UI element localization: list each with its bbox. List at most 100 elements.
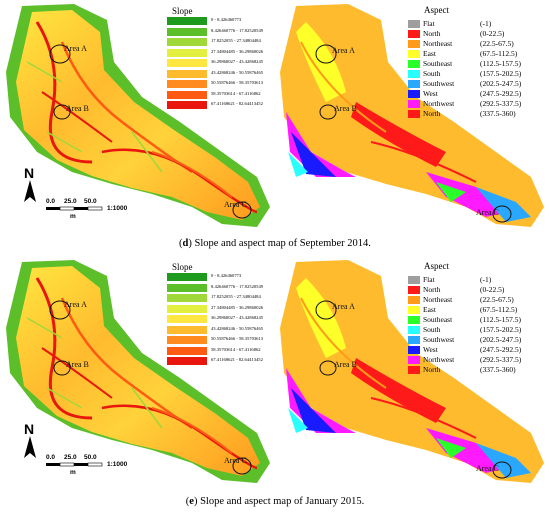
scale-ratio: 1:1000 — [107, 461, 128, 468]
slope-legend-swatch — [167, 294, 207, 302]
slope-legend-swatch — [167, 17, 207, 25]
scale-unit: m — [70, 469, 76, 476]
slope-legend: 0 - 8.426460773 8.426460776 - 17.82520549… — [122, 17, 276, 127]
slope-legend-label: 0 - 8.426460773 — [211, 273, 242, 278]
slope-legend-label: 36.29860027 - 43.42868245 — [211, 59, 264, 64]
scale-tick-2: 50.0 — [84, 454, 97, 461]
aspect-legend-name: West — [423, 345, 438, 354]
slope-map-panel-e: Area A Area B Area C N 0.0 25.0 50.0 m 1… — [2, 258, 276, 490]
scale-tick-0: 0.0 — [46, 198, 56, 205]
aspect-legend: Flat (-1) North (0-22.5) Northeast (22.5-67.5… — [408, 276, 550, 386]
slope-legend-swatch — [167, 101, 207, 109]
slope-legend-swatch — [167, 27, 207, 36]
slope-legend-swatch — [167, 336, 207, 344]
scale-unit: m — [70, 213, 76, 220]
scale-tick-0: 0.0 — [46, 454, 56, 461]
aspect-legend-range: (157.5-202.5) — [480, 325, 522, 334]
aspect-legend-swatch — [408, 110, 420, 118]
slope-legend-title: Slope — [172, 6, 193, 16]
area-c-label: Area C — [476, 464, 499, 473]
aspect-legend-swatch — [408, 60, 420, 68]
aspect-legend-range: (337.5-360) — [480, 109, 516, 118]
aspect-legend-range: (-1) — [480, 19, 492, 28]
slope-legend-label: 8.426460776 - 17.82520549 — [211, 27, 264, 33]
slope-legend-swatch — [167, 325, 207, 334]
aspect-legend-swatch — [408, 20, 420, 28]
slope-legend-swatch — [167, 69, 207, 78]
aspect-map-panel-d: Area A Area B Area C Aspect Flat (-1) Nort… — [276, 2, 550, 234]
slope-legend-label: 36.29860027 - 43.42868245 — [211, 315, 264, 320]
aspect-legend-name: North — [423, 109, 441, 118]
slope-legend-swatch — [167, 315, 207, 323]
aspect-legend-name: West — [423, 89, 438, 98]
slope-legend-label: 8.426460776 - 17.82520549 — [211, 283, 264, 289]
aspect-legend-name: North — [423, 365, 441, 374]
slope-legend-swatch — [167, 38, 207, 46]
slope-legend-label: 43.42868246 - 50.55876465 — [211, 325, 264, 331]
aspect-legend-range: (112.5-157.5) — [480, 59, 521, 68]
area-a-label: Area A — [332, 46, 355, 55]
aspect-legend-range: (67.5-112.5) — [480, 49, 518, 58]
aspect-legend-name: Southwest — [423, 79, 455, 88]
aspect-legend-swatch — [408, 336, 420, 344]
slope-legend-swatch — [167, 273, 207, 281]
aspect-legend-range: (-1) — [480, 275, 492, 284]
aspect-legend-name: East — [423, 49, 436, 58]
slope-legend-swatch — [167, 90, 207, 99]
slope-legend-label: 27.34804485 - 36.29860026 — [211, 48, 264, 54]
aspect-legend-swatch — [408, 286, 420, 294]
aspect-legend-range: (22.5-67.5) — [480, 39, 514, 48]
caption-e: (e) Slope and aspect map of January 2015… — [185, 496, 365, 507]
slope-legend-label: 17.8252055 - 27.34804484 — [211, 38, 261, 43]
aspect-legend-range: (157.5-202.5) — [480, 69, 522, 78]
area-a-label: Area A — [64, 44, 87, 53]
slope-map-e — [6, 260, 270, 483]
area-a-label: Area A — [332, 302, 355, 311]
aspect-legend-swatch — [408, 70, 420, 78]
north-label: N — [24, 421, 35, 437]
slope-legend-swatch — [167, 304, 207, 313]
scale-tick-2: 50.0 — [84, 198, 97, 205]
aspect-legend-name: Southeast — [423, 59, 453, 68]
aspect-legend-swatch — [408, 90, 420, 98]
north-label: N — [24, 165, 35, 181]
slope-legend-swatch — [167, 283, 207, 292]
aspect-legend-range: (247.5-292.5) — [480, 345, 522, 354]
slope-legend-label: 50.55876466 - 58.35703613 — [211, 80, 264, 85]
aspect-legend: Flat (-1) North (0-22.5) Northeast (22.5-67.5… — [408, 20, 550, 130]
slope-map-d — [6, 4, 270, 227]
scale-tick-1: 25.0 — [64, 454, 77, 461]
area-c-label: Area C — [224, 456, 247, 465]
area-c-label: Area C — [224, 200, 247, 209]
aspect-legend-range: (0-22.5) — [480, 29, 505, 38]
aspect-legend-swatch — [408, 100, 420, 108]
aspect-legend-name: Flat — [423, 19, 435, 28]
aspect-legend-swatch — [408, 80, 420, 88]
aspect-legend-swatch — [408, 366, 420, 374]
north-arrow-icon — [24, 180, 36, 202]
aspect-legend-name: South — [423, 69, 441, 78]
aspect-legend-title: Aspect — [424, 261, 449, 271]
aspect-legend-range: (112.5-157.5) — [480, 315, 521, 324]
aspect-legend-name: East — [423, 305, 436, 314]
aspect-legend-name: Southeast — [423, 315, 453, 324]
slope-legend-swatch — [167, 48, 207, 57]
aspect-legend-name: Flat — [423, 275, 435, 284]
slope-legend-swatch — [167, 80, 207, 88]
area-c-label: Area C — [476, 208, 499, 217]
area-b-label: Area B — [334, 104, 357, 113]
slope-map-panel-d: Area A Area B Area C N 0.0 25.0 50.0 m 1… — [2, 2, 276, 234]
aspect-legend-name: North — [423, 285, 441, 294]
aspect-legend-name: Northeast — [423, 39, 453, 48]
aspect-legend-swatch — [408, 316, 420, 324]
slope-legend-label: 58.35703614 - 67.4116862 — [211, 346, 261, 352]
area-a-label: Area A — [64, 300, 87, 309]
scale-ratio: 1:1000 — [107, 205, 128, 212]
aspect-legend-swatch — [408, 356, 420, 364]
aspect-legend-title: Aspect — [424, 5, 449, 15]
aspect-legend-range: (22.5-67.5) — [480, 295, 514, 304]
slope-legend-swatch — [167, 59, 207, 67]
aspect-legend-range: (67.5-112.5) — [480, 305, 518, 314]
aspect-legend-swatch — [408, 346, 420, 354]
aspect-legend-swatch — [408, 326, 420, 334]
